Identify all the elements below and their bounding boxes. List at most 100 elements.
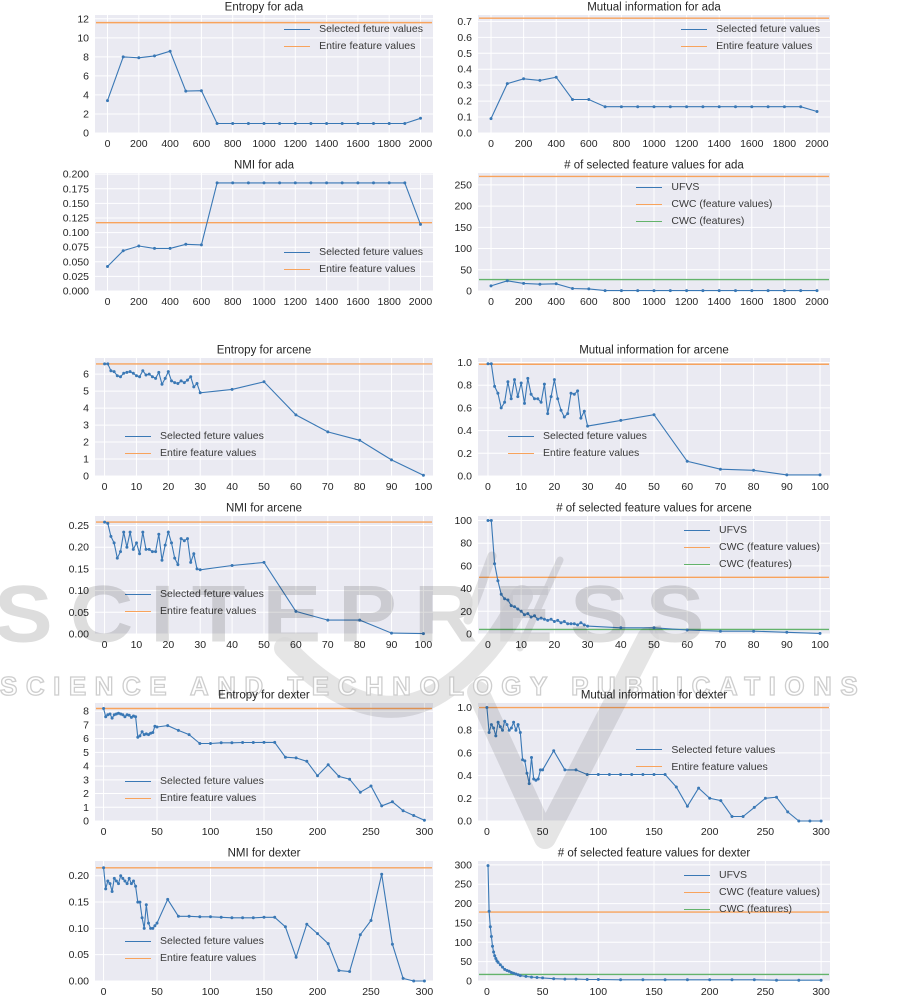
- legend-label: Entire feature values: [160, 792, 257, 804]
- chart-5-mutual-information-for-arcene: 0 10 20 30 40 50 60 70 80 90 100 0.0 0.2 0.4 0.6 0.8 1.0…: [450, 343, 901, 495]
- legend-line-swatch: [636, 749, 663, 751]
- x-tick-label: 250: [362, 826, 380, 838]
- y-tick-label: 10: [77, 32, 89, 44]
- x-tick-label: 50: [537, 826, 549, 838]
- y-tick-label: 0: [83, 128, 89, 140]
- chart-title: NMI for arcene: [226, 503, 302, 515]
- x-tick-label: 150: [255, 826, 273, 838]
- legend-line-swatch: [681, 28, 708, 30]
- x-tick-label: 1200: [284, 296, 308, 308]
- legend-label: Entire feature values: [319, 263, 416, 275]
- x-tick-label: 150: [645, 826, 663, 838]
- y-tick-label: 150: [454, 222, 472, 234]
- chart-7--of-selected-feature-values-for-arcene: 0 10 20 30 40 50 60 70 80 90 100 0 20 40 60 80 100 # of s…: [450, 501, 901, 653]
- legend-line-swatch: [125, 940, 151, 942]
- chart-title: Mutual information for dexter: [581, 690, 728, 702]
- x-tick-label: 100: [202, 826, 220, 838]
- x-tick-label: 50: [648, 481, 660, 493]
- legend-line-swatch: [684, 891, 711, 893]
- y-tick-label: 0.5: [457, 48, 472, 60]
- x-tick-label: 1400: [708, 138, 732, 150]
- x-tick-label: 0: [105, 296, 111, 308]
- legend-item: UFVS: [684, 522, 820, 538]
- x-tick-label: 150: [645, 986, 663, 998]
- chart-plot: 0 200 400 600 800 1000 1200 1400 1600 1800 2000 0 50…: [454, 160, 830, 308]
- legend-line-swatch: [125, 593, 151, 595]
- y-tick-label: 0.125: [63, 212, 89, 224]
- y-tick-label: 100: [454, 243, 472, 255]
- chart-legend: Selected feture values Entire feature val…: [125, 933, 264, 966]
- legend-line-swatch: [125, 435, 151, 437]
- y-tick-label: 0.6: [457, 747, 472, 759]
- x-tick-label: 0: [484, 986, 490, 998]
- x-tick-label: 70: [322, 639, 334, 651]
- x-tick-label: 600: [193, 138, 211, 150]
- y-tick-label: 150: [454, 917, 472, 929]
- x-tick-label: 60: [290, 481, 302, 493]
- y-tick-label: 200: [454, 201, 472, 213]
- legend-line-swatch: [508, 452, 534, 454]
- legend-item: CWC (features): [636, 213, 772, 229]
- y-tick-label: 300: [454, 859, 472, 871]
- x-tick-label: 80: [354, 639, 366, 651]
- y-tick-label: 0.00: [69, 976, 90, 988]
- x-tick-label: 1800: [773, 296, 797, 308]
- x-tick-label: 0: [485, 639, 491, 651]
- x-tick-label: 10: [131, 639, 143, 651]
- legend-item: CWC (features): [684, 556, 820, 572]
- x-tick-label: 2000: [409, 138, 433, 150]
- x-tick-label: 400: [161, 296, 179, 308]
- chart-title: Entropy for ada: [225, 2, 304, 14]
- y-tick-label: 0.050: [63, 256, 89, 268]
- chart-plot: 0 200 400 600 800 1000 1200 1400 1600 1800 2000 0 2 4…: [77, 2, 433, 150]
- x-tick-label: 60: [290, 639, 302, 651]
- y-tick-label: 0.6: [457, 402, 472, 414]
- chart-0-entropy-for-ada: 0 200 400 600 800 1000 1200 1400 1600 1800 2000 0 2 4…: [0, 0, 450, 152]
- y-tick-label: 6: [83, 369, 89, 381]
- x-tick-label: 30: [194, 639, 206, 651]
- legend-label: Entire feature values: [160, 952, 257, 964]
- chart-plot: 0 200 400 600 800 1000 1200 1400 1600 1800 2000 0.0…: [457, 2, 830, 150]
- x-tick-label: 1400: [708, 296, 732, 308]
- x-tick-label: 300: [416, 986, 434, 998]
- x-tick-label: 90: [386, 481, 398, 493]
- x-tick-label: 0: [101, 986, 107, 998]
- y-tick-label: 250: [454, 879, 472, 891]
- y-tick-label: 0.4: [457, 64, 472, 76]
- x-tick-label: 10: [131, 481, 143, 493]
- x-tick-label: 1800: [378, 296, 402, 308]
- chart-title: Entropy for arcene: [217, 345, 312, 357]
- y-tick-label: 3: [83, 774, 89, 786]
- legend-item: Selected feture values: [125, 933, 264, 949]
- legend-line-swatch: [636, 186, 663, 188]
- legend-line-swatch: [125, 797, 151, 799]
- legend-line-swatch: [508, 435, 534, 437]
- x-tick-label: 300: [416, 826, 434, 838]
- y-tick-label: 0.4: [457, 425, 472, 437]
- y-tick-label: 60: [460, 560, 472, 572]
- x-tick-label: 600: [580, 138, 598, 150]
- y-tick-label: 4: [83, 761, 89, 773]
- legend-line-swatch: [681, 45, 708, 47]
- x-tick-label: 100: [590, 986, 608, 998]
- chart-11--of-selected-feature-values-for-dexter: 0 50 100 150 200 250 300 0 50 100 150 200 250 300 # of…: [450, 846, 901, 1000]
- chart-title: NMI for ada: [234, 160, 295, 172]
- chart-legend: Selected feture values Entire feature val…: [681, 21, 820, 54]
- x-tick-label: 40: [226, 639, 238, 651]
- legend-line-swatch: [125, 452, 151, 454]
- x-tick-label: 400: [547, 138, 565, 150]
- y-tick-label: 50: [460, 264, 472, 276]
- x-tick-label: 600: [193, 296, 211, 308]
- y-tick-label: 1: [83, 802, 89, 814]
- legend-line-swatch: [684, 908, 711, 910]
- x-tick-label: 40: [226, 481, 238, 493]
- x-tick-label: 50: [258, 639, 270, 651]
- x-tick-label: 1200: [284, 138, 308, 150]
- x-tick-label: 1000: [252, 296, 276, 308]
- x-tick-label: 10: [515, 481, 527, 493]
- chart-legend: Selected feture values Entire feature val…: [125, 428, 264, 461]
- chart-title: Mutual information for ada: [587, 2, 721, 14]
- y-tick-label: 100: [454, 937, 472, 949]
- chart-plot: 0 200 400 600 800 1000 1200 1400 1600 1800 2000 0.0…: [63, 160, 433, 308]
